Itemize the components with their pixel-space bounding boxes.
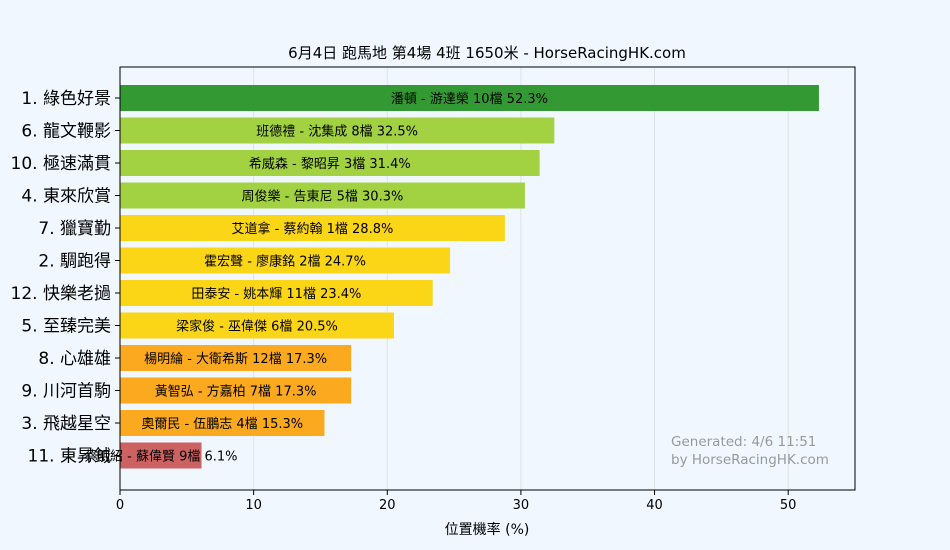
bar-label: 蔡明紹 - 蘇偉賢 9檔 6.1% [84, 450, 238, 465]
bar [120, 442, 202, 469]
watermark-line-1: Generated: 4/6 11:51 [671, 434, 816, 450]
y-tick-label: 3. 飛越星空 [21, 414, 111, 434]
x-axis-label: 位置機率 (%) [445, 521, 530, 538]
watermark-line-2: by HorseRacingHK.com [671, 452, 829, 468]
bar [120, 247, 451, 274]
x-tick-label: 0 [116, 498, 124, 513]
bar [120, 410, 325, 436]
bar-label: 梁家俊 - 巫偉傑 6檔 20.5% [176, 319, 338, 335]
bar [120, 117, 555, 144]
y-tick-label: 5. 至臻完美 [21, 317, 111, 337]
bar-label: 霍宏聲 - 廖康銘 2檔 24.7% [204, 254, 366, 270]
bar [120, 345, 352, 371]
bars: 潘頓 - 游達榮 10檔 52.3% 班德禮 - 沈集成 8檔 32.5% 希威森 … [84, 85, 819, 469]
y-tick-labels: 1. 綠色好景 6. 龍文鞭影 10. 極速滿貫 4. 東來欣賞 7. 獵寶勤 2. 騆跑… [11, 89, 120, 467]
y-tick-label: 1. 綠色好景 [21, 89, 111, 109]
bar [120, 215, 505, 241]
bar-label: 艾道拿 - 蔡約翰 1檔 28.8% [232, 221, 394, 237]
bar-label: 田泰安 - 姚本輝 11檔 23.4% [191, 287, 361, 302]
bar [120, 377, 352, 404]
bar-label: 奧爾民 - 伍鵬志 4檔 15.3% [141, 417, 303, 432]
x-ticks: 0 10 20 30 40 50 [116, 490, 797, 513]
x-tick-label: 30 [513, 498, 530, 513]
bar-label: 希威森 - 黎昭昇 3檔 31.4% [249, 157, 411, 172]
y-tick-label: 2. 騆跑得 [38, 252, 111, 272]
plot-frame [119, 66, 856, 491]
y-tick-label: 8. 心雄雄 [38, 349, 111, 369]
y-tick-label: 10. 極速滿貫 [11, 154, 111, 174]
chart-title: 6月4日 跑馬地 第4場 4班 1650米 - HorseRacingHK.co… [288, 44, 686, 62]
bar [120, 85, 819, 111]
bar-label: 班德禮 - 沈集成 8檔 32.5% [256, 124, 418, 140]
x-tick-label: 20 [379, 498, 396, 513]
y-tick-label: 12. 快樂老撾 [11, 284, 111, 304]
x-tick-label: 10 [245, 498, 262, 513]
bar [120, 150, 540, 176]
bar-label: 楊明綸 - 大衛希斯 12檔 17.3% [144, 351, 327, 367]
bar-label: 黃智弘 - 方嘉柏 7檔 17.3% [155, 384, 317, 400]
bar [120, 182, 525, 209]
bar-label: 潘頓 - 游達榮 10檔 52.3% [391, 92, 548, 107]
bar [120, 280, 433, 306]
x-tick-label: 40 [646, 498, 663, 513]
y-tick-label: 7. 獵寶勤 [38, 218, 111, 239]
bar-label: 周俊樂 - 告東尼 5檔 30.3% [242, 189, 404, 205]
bar [120, 312, 394, 339]
y-tick-label: 11. 東昇鉞 [28, 447, 111, 467]
x-tick-label: 50 [780, 498, 797, 513]
y-tick-label: 9. 川河首駒 [21, 382, 111, 402]
y-tick-label: 6. 龍文鞭影 [21, 122, 111, 142]
y-tick-label: 4. 東來欣賞 [21, 187, 111, 207]
